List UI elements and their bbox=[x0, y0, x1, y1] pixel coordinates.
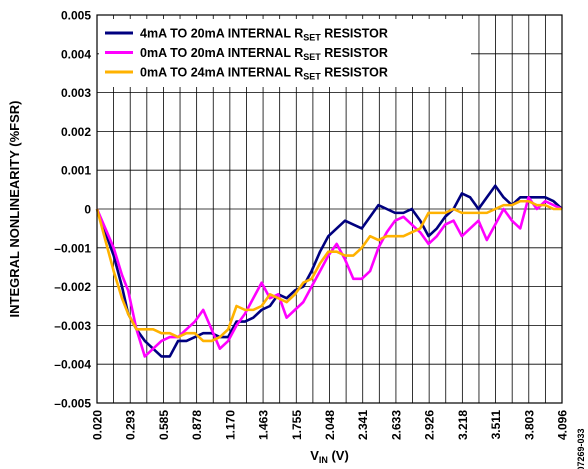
x-axis-label-main: V bbox=[310, 448, 319, 463]
series-lines bbox=[95, 184, 563, 358]
legend-entry-suffix: RESISTOR bbox=[321, 66, 388, 80]
y-axis-label: INTEGRAL NONLINEARITY (%FSR) bbox=[7, 101, 22, 318]
y-tick-labels: 0.005 0.004 0.003 0.002 0.001 0 –0.001 –0.002 –0… bbox=[54, 9, 91, 411]
legend-entry-suffix: RESISTOR bbox=[321, 27, 388, 41]
y-tick-label: 0.005 bbox=[61, 9, 91, 23]
legend-entry-name: 4mA TO 20mA INTERNAL R bbox=[140, 27, 303, 41]
x-tick-label: 4.096 bbox=[556, 410, 570, 440]
x-tick-label: 2.341 bbox=[356, 410, 370, 440]
y-tick-label: 0.004 bbox=[61, 47, 91, 61]
x-tick-labels: 0.020 0.293 0.585 0.878 1.170 1.463 1.755 2.048… bbox=[91, 410, 570, 440]
x-tick-label: 3.511 bbox=[489, 410, 503, 440]
legend-entry-suffix: RESISTOR bbox=[321, 46, 388, 60]
x-tick-label: 0.585 bbox=[157, 410, 171, 440]
plot-frame bbox=[96, 14, 563, 404]
legend-background bbox=[99, 19, 471, 87]
x-axis-label-unit: (V) bbox=[328, 448, 349, 463]
x-tick-label: 0.020 bbox=[91, 410, 105, 440]
legend-entry: 0mA TO 20mA INTERNAL RSET RESISTOR bbox=[140, 46, 388, 62]
legend-entry-name: 0mA TO 20mA INTERNAL R bbox=[140, 46, 303, 60]
y-tick-label: 0.001 bbox=[61, 164, 91, 178]
x-tick-label: 0.293 bbox=[124, 410, 138, 440]
series-line-3 bbox=[95, 199, 562, 343]
legend-entry-name: 0mA TO 24mA INTERNAL R bbox=[140, 66, 303, 80]
legend-entry: 4mA TO 20mA INTERNAL RSET RESISTOR bbox=[140, 27, 388, 43]
x-tick-label: 1.463 bbox=[257, 410, 271, 440]
legend-entry: 0mA TO 24mA INTERNAL RSET RESISTOR bbox=[140, 66, 388, 82]
series-line-1 bbox=[95, 184, 563, 358]
x-tick-label: 1.755 bbox=[290, 410, 304, 440]
legend-entry-subscript: SET bbox=[303, 52, 321, 62]
x-tick-label: 2.048 bbox=[323, 410, 337, 440]
figure-id: 07269-033 bbox=[576, 428, 586, 469]
y-tick-label: –0.003 bbox=[54, 319, 91, 333]
y-tick-label: –0.005 bbox=[54, 397, 91, 411]
y-tick-label: 0.003 bbox=[61, 86, 91, 100]
x-axis-label-sub: IN bbox=[319, 455, 328, 465]
x-tick-label: 0.878 bbox=[190, 410, 204, 440]
y-tick-label: –0.001 bbox=[54, 241, 91, 255]
legend-entry-subscript: SET bbox=[303, 33, 321, 43]
x-tick-label: 2.633 bbox=[389, 410, 403, 440]
y-tick-label: 0 bbox=[84, 203, 91, 217]
x-tick-label: 2.926 bbox=[423, 410, 437, 440]
x-tick-label: 3.218 bbox=[456, 410, 470, 440]
legend-entry-subscript: SET bbox=[303, 72, 321, 82]
x-tick-label: 3.803 bbox=[522, 410, 536, 440]
y-tick-label: –0.004 bbox=[54, 358, 91, 372]
y-tick-label: –0.002 bbox=[54, 280, 91, 294]
x-axis-label: VIN (V) bbox=[310, 448, 349, 465]
x-tick-label: 1.170 bbox=[223, 410, 237, 440]
y-tick-label: 0.002 bbox=[61, 125, 91, 139]
